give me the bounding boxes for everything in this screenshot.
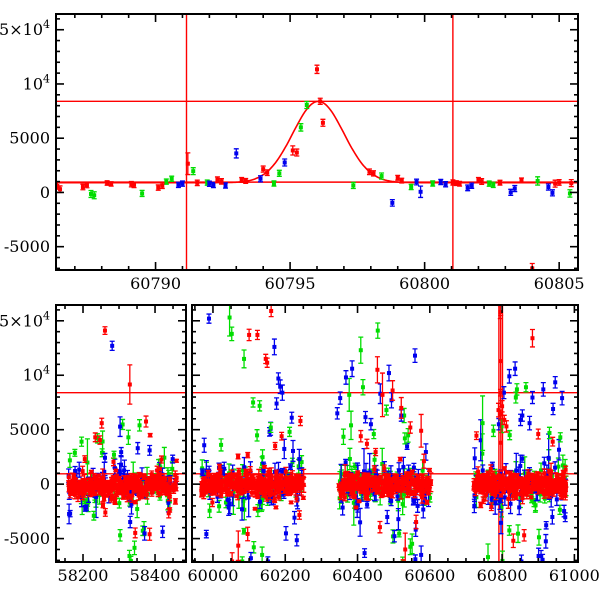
axes-frame xyxy=(55,304,187,563)
x-axis-ticks xyxy=(74,14,560,270)
tick-label: 61000 xyxy=(549,566,600,585)
plot-area xyxy=(57,326,185,561)
noise-points-red xyxy=(66,432,180,513)
y-axis-ticks xyxy=(192,309,578,562)
data-points-blue xyxy=(102,340,176,541)
data-points-red xyxy=(57,64,574,269)
tick-label: 60805 xyxy=(534,274,585,293)
top-panel: 60790 60795 60800 60805 -5000 0 5000 104 1.5×104 xyxy=(0,13,585,293)
tick-label: 60000 xyxy=(188,566,239,585)
tick-label: -5000 xyxy=(4,237,50,256)
top-panel-segment-0: 60790 60795 60800 60805 -5000 0 5000 104 1.5×104 xyxy=(0,13,585,293)
tick-label: 104 xyxy=(23,364,50,385)
tick-label: 1.5×104 xyxy=(0,309,50,330)
x-axis-ticks xyxy=(194,305,576,562)
plot-area xyxy=(193,306,577,561)
axes-frame xyxy=(55,13,579,271)
bottom-panel: 58200 58400 -5000 0 5000 104 1.5×104 60000 60200… xyxy=(0,304,600,585)
tick-label: 58400 xyxy=(130,566,181,585)
x-axis-labels: 60000 60200 60400 60600 60800 61000 xyxy=(188,566,600,585)
data-points-green xyxy=(88,100,573,200)
threshold-lines xyxy=(57,15,577,269)
data-points-green xyxy=(227,306,563,561)
y-axis-ticks xyxy=(56,309,186,562)
flare-fit-curve xyxy=(57,100,577,184)
tick-label: 60800 xyxy=(477,566,528,585)
tick-label: -5000 xyxy=(4,529,50,548)
noise-points-red xyxy=(199,447,569,520)
data-points-blue xyxy=(175,148,555,207)
tick-label: 5000 xyxy=(9,129,50,148)
tick-label: 60400 xyxy=(332,566,383,585)
y-axis-ticks xyxy=(56,18,578,270)
y-axis-labels: -5000 0 5000 104 1.5×104 xyxy=(0,18,50,256)
x-axis-labels: 58200 58400 xyxy=(58,566,181,585)
tick-label: 60790 xyxy=(130,274,181,293)
plot-area xyxy=(57,15,577,269)
tick-label: 0 xyxy=(40,475,50,494)
data-points-red xyxy=(229,306,556,561)
tick-label: 0 xyxy=(40,183,50,202)
bottom-panel-segment-1: 60000 60200 60400 60600 60800 61000 xyxy=(188,304,600,585)
data-points-red xyxy=(82,326,172,541)
tick-label: 60600 xyxy=(404,566,455,585)
tick-label: 5000 xyxy=(9,420,50,439)
tick-label: 60200 xyxy=(260,566,311,585)
y-axis-labels: -5000 0 5000 104 1.5×104 xyxy=(0,309,50,548)
data-points-blue xyxy=(206,313,565,561)
tick-label: 104 xyxy=(23,72,50,93)
tick-label: 60800 xyxy=(399,274,450,293)
tick-label: 58200 xyxy=(58,566,109,585)
tick-label: 60795 xyxy=(265,274,316,293)
axes-frame xyxy=(191,304,579,563)
x-axis-labels: 60790 60795 60800 60805 xyxy=(130,274,585,293)
x-axis-ticks xyxy=(64,305,174,562)
bottom-panel-segment-0: 58200 58400 -5000 0 5000 104 1.5×104 xyxy=(0,304,187,585)
tick-label: 1.5×104 xyxy=(0,18,50,39)
